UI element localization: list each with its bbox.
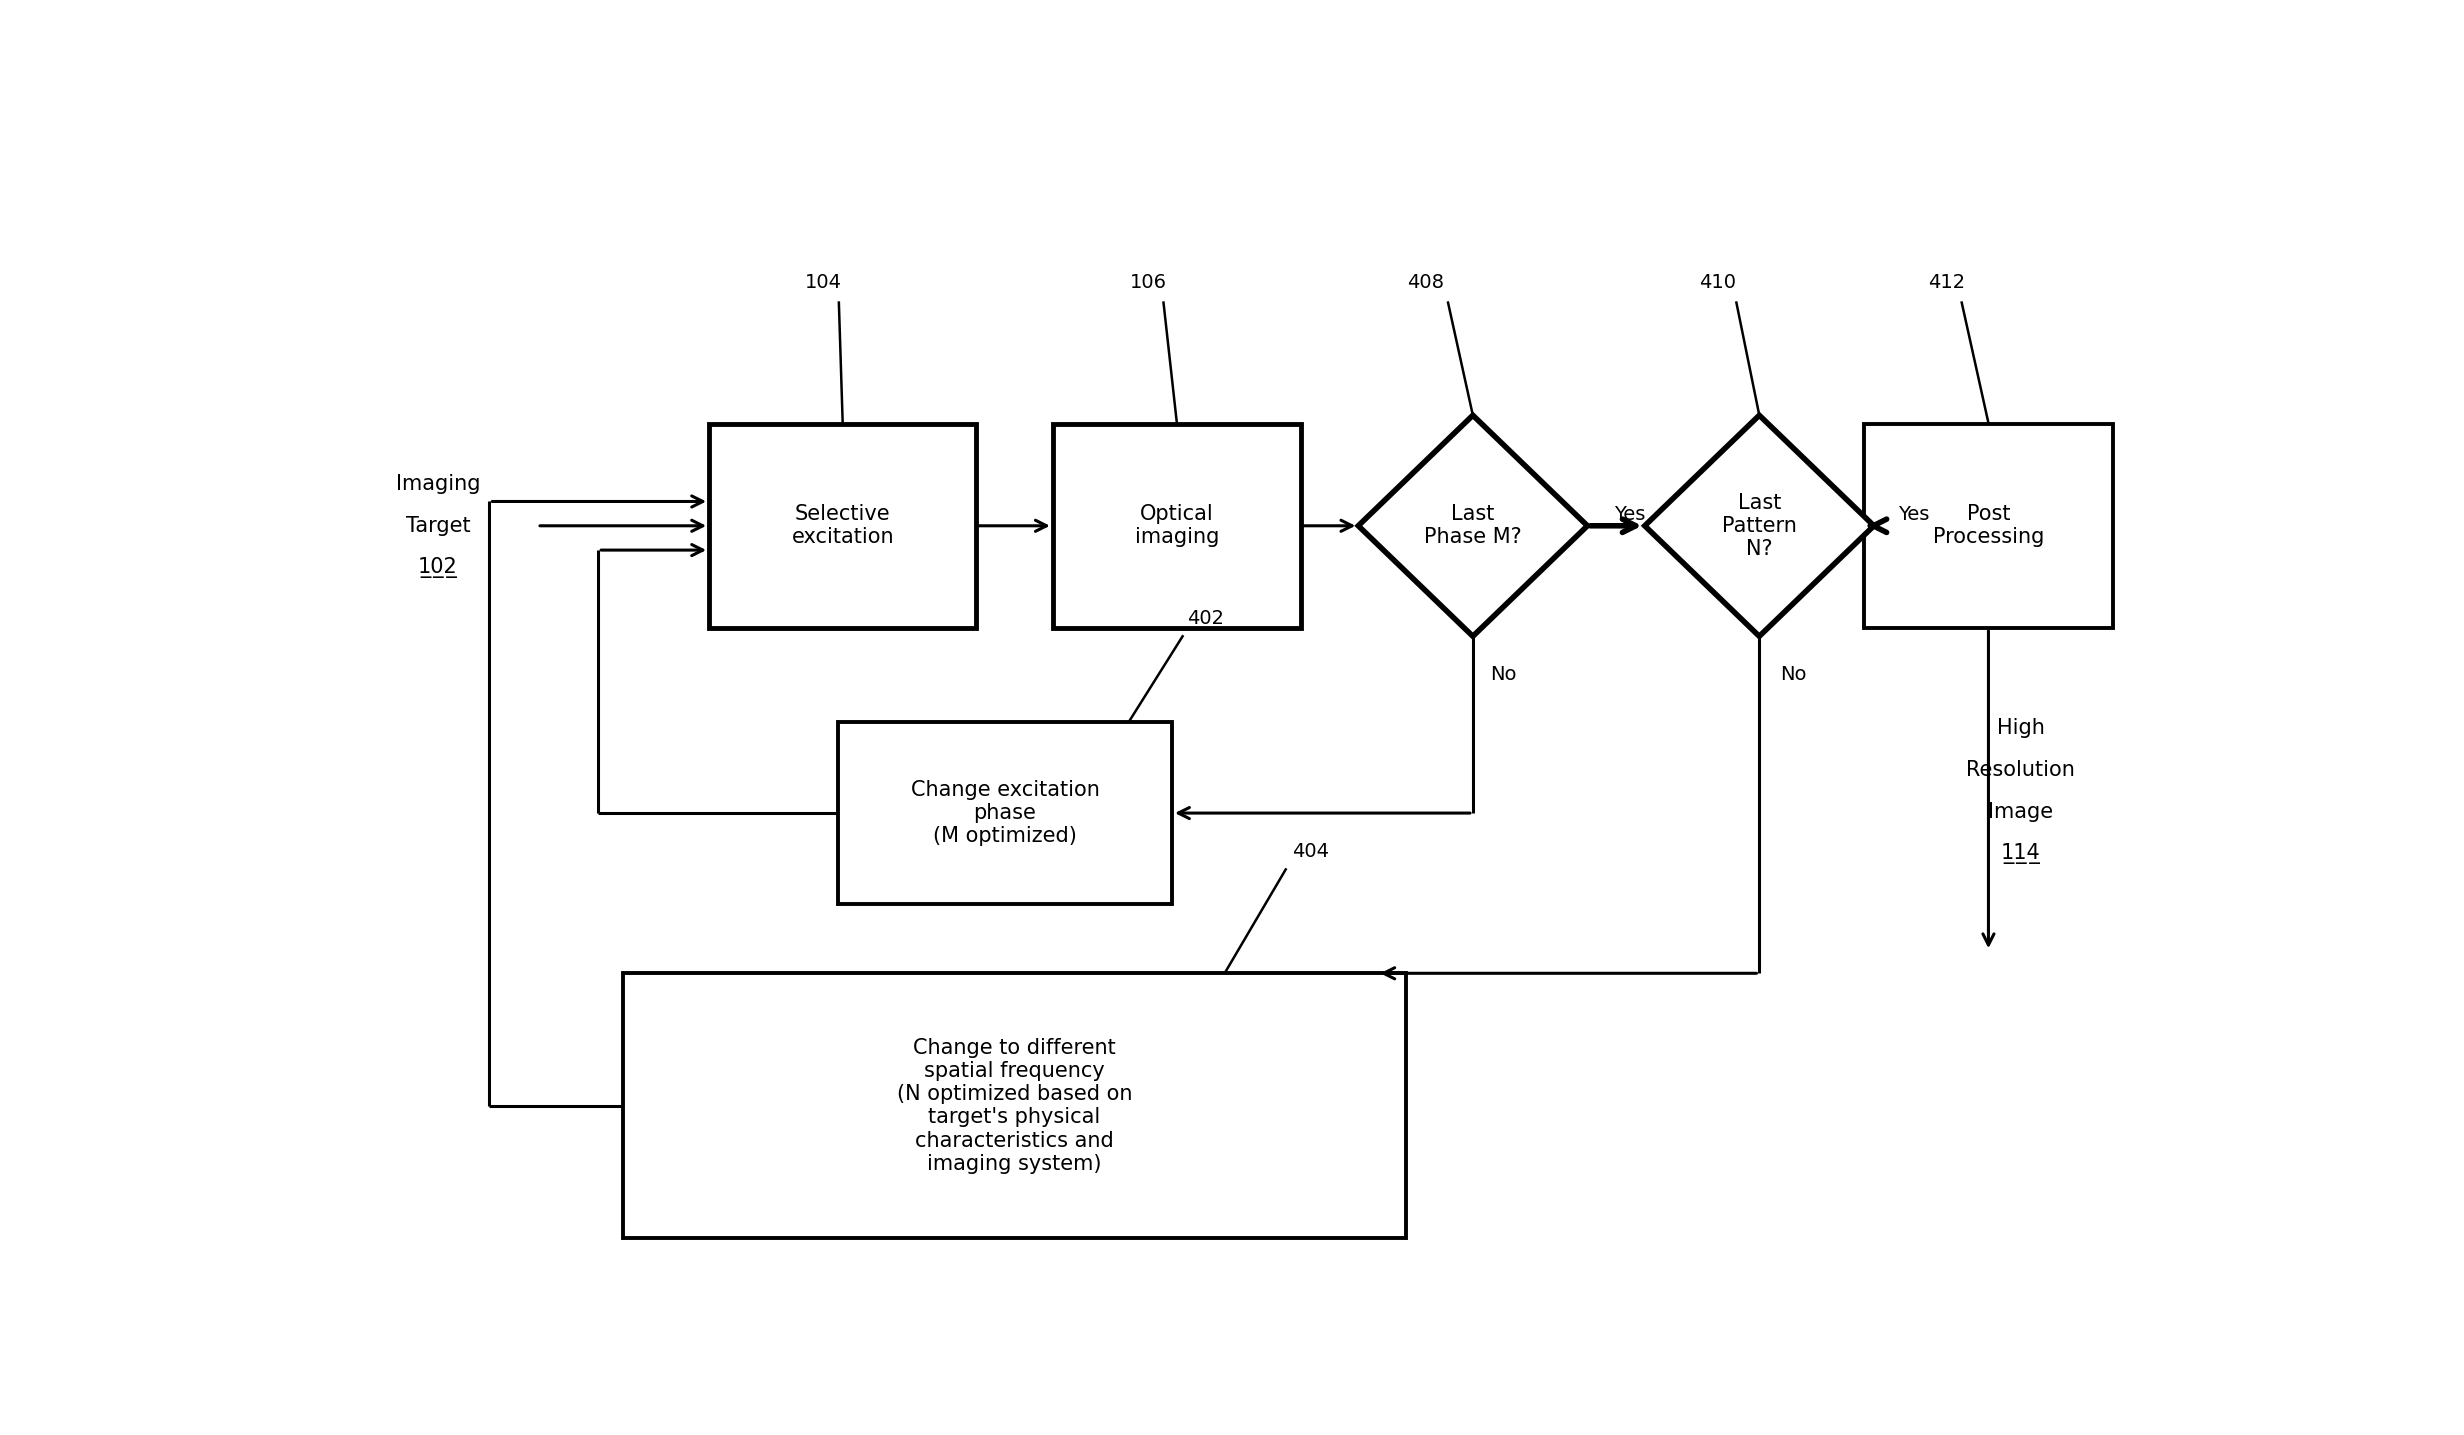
Text: No: No <box>1781 666 1806 684</box>
Text: No: No <box>1491 666 1518 684</box>
Text: 1̲1̲4̲: 1̲1̲4̲ <box>2001 844 2040 864</box>
FancyBboxPatch shape <box>623 973 1407 1238</box>
Text: Last
Phase M?: Last Phase M? <box>1424 504 1523 547</box>
Text: Optical
imaging: Optical imaging <box>1136 504 1220 547</box>
FancyBboxPatch shape <box>1865 423 2112 629</box>
Polygon shape <box>1646 415 1875 636</box>
Text: Change excitation
phase
(M optimized): Change excitation phase (M optimized) <box>912 779 1099 847</box>
Text: Imaging: Imaging <box>397 474 480 494</box>
Text: 410: 410 <box>1698 273 1735 293</box>
Text: 106: 106 <box>1129 273 1168 293</box>
Text: Image: Image <box>1988 802 2053 822</box>
FancyBboxPatch shape <box>1052 423 1301 629</box>
FancyBboxPatch shape <box>838 722 1173 904</box>
Text: Yes: Yes <box>1897 505 1929 524</box>
Text: Selective
excitation: Selective excitation <box>791 504 894 547</box>
Text: Change to different
spatial frequency
(N optimized based on
target's physical
ch: Change to different spatial frequency (N… <box>897 1038 1133 1174</box>
Text: 402: 402 <box>1188 608 1225 629</box>
Text: High: High <box>1996 718 2045 738</box>
Text: Post
Processing: Post Processing <box>1932 504 2045 547</box>
Text: 412: 412 <box>1927 273 1964 293</box>
Text: 104: 104 <box>806 273 843 293</box>
Text: Yes: Yes <box>1614 505 1646 524</box>
Text: 1̲0̲2̲: 1̲0̲2̲ <box>419 557 458 578</box>
Text: 408: 408 <box>1407 273 1444 293</box>
FancyBboxPatch shape <box>710 423 976 629</box>
Text: 404: 404 <box>1291 842 1328 861</box>
Text: Resolution: Resolution <box>1966 761 2075 781</box>
Polygon shape <box>1358 415 1587 636</box>
Text: Target: Target <box>407 515 471 535</box>
Text: Last
Pattern
N?: Last Pattern N? <box>1722 492 1796 560</box>
